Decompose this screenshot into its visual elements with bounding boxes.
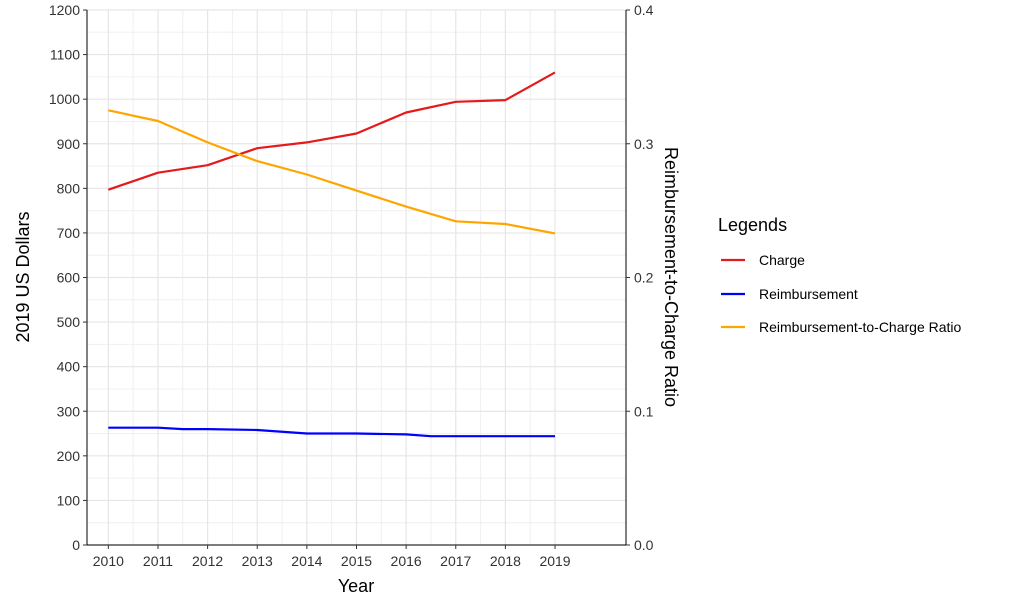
y-axis-tick-label: 900: [57, 136, 81, 152]
series-line-reimbursement: [108, 426, 555, 438]
x-axis-tick-label: 2010: [93, 553, 124, 569]
y-axis-tick-label: 300: [57, 403, 81, 419]
legend-label-charge: Charge: [759, 252, 805, 268]
y-axis-tick-label: 100: [57, 492, 81, 508]
y2-axis-tick-labels: 0.0 0.1 0.2 0.3 0.4: [634, 2, 654, 553]
series-line-charge: [107, 71, 556, 191]
legend-label-reimbursement: Reimbursement: [759, 286, 858, 302]
legend-item-charge: Charge: [721, 252, 805, 268]
y-axis-tick-label: 400: [57, 359, 81, 375]
y2-axis-tick-label: 0.1: [634, 403, 654, 419]
y2-axis-tick-label: 0.2: [634, 270, 654, 286]
x-axis-tick-label: 2016: [391, 553, 422, 569]
legend-label-reimbursement-to-charge-ratio: Reimbursement-to-Charge Ratio: [759, 319, 962, 335]
legend-item-reimbursement: Reimbursement: [721, 286, 858, 302]
x-axis-tick-labels: 2010 2011 2012 2013 2014 2015 2016 2017 2018 2019: [93, 553, 571, 569]
y-axis-tick-label: 1100: [50, 47, 80, 63]
legend-title: Legends: [718, 215, 787, 235]
legend: Legends Charge Reimbursement Reimbursement…: [718, 215, 962, 335]
y-axis-tick-label: 500: [57, 314, 81, 330]
y-axis-tick-label: 800: [57, 180, 81, 196]
y2-axis-tick-label: 0.0: [634, 537, 654, 553]
y-axis-tick-label: 0: [72, 537, 80, 553]
series-line-reimbursement-to-charge-ratio: [108, 109, 556, 235]
legend-item-reimbursement-to-charge-ratio: Reimbursement-to-Charge Ratio: [721, 319, 962, 335]
y-axis-tick-label: 600: [57, 270, 81, 286]
y-axis-tick-label: 700: [57, 225, 81, 241]
x-axis-tick-label: 2013: [242, 553, 273, 569]
axes: [83, 9, 630, 549]
y-axis-tick-label: 200: [57, 448, 81, 464]
x-axis-title: Year: [338, 576, 374, 596]
y2-axis-tick-label: 0.4: [634, 2, 654, 18]
grid: [87, 9, 626, 546]
y-axis-tick-label: 1200: [49, 2, 80, 18]
y-axis-tick-labels: 0 100 200 300 400 500 600 700 800 900 1000 1100 1200: [49, 2, 80, 553]
y-axis-tick-label: 1000: [49, 91, 80, 107]
x-axis-tick-label: 2018: [490, 553, 521, 569]
y2-axis-title: Reimbursement-to-Charge Ratio: [661, 147, 681, 407]
x-axis-tick-label: 2014: [291, 553, 322, 569]
series-lines: [107, 71, 556, 438]
x-axis-tick-label: 2012: [192, 553, 223, 569]
x-axis-tick-label: 2019: [539, 553, 570, 569]
legend-entries: Charge Reimbursement Reimbursement-to-Char…: [721, 252, 962, 335]
x-axis-tick-label: 2017: [440, 553, 471, 569]
y-axis-title: 2019 US Dollars: [13, 211, 33, 342]
y2-axis-tick-label: 0.3: [634, 136, 654, 152]
x-axis-tick-label: 2015: [341, 553, 372, 569]
x-axis-tick-label: 2011: [143, 553, 173, 569]
